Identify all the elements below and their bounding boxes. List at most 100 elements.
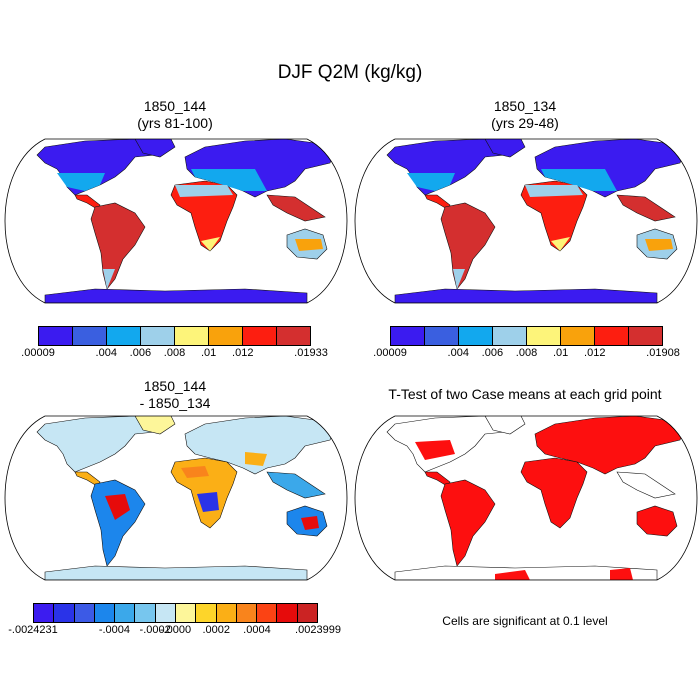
colorbar-tick-label: .008 [163,347,186,359]
moisture-region [453,269,465,289]
colorbar-swatch [141,327,175,345]
colorbar-swatch [257,604,278,622]
colorbar-swatch [527,327,561,345]
landmass-greenland [484,139,526,158]
landmass-africa [520,457,588,529]
landmass-seasia [616,471,676,499]
colorbar-swatch [155,604,176,622]
panel-a-title: 1850_144 (yrs 81-100) [137,98,213,131]
colorbar-swatch [459,327,493,345]
colorbar-swatch [175,327,209,345]
colorbar-swatch [243,327,277,345]
landmass-antarctica [44,288,308,303]
colorbar-tick-label: .01 [200,347,217,359]
landmass-seasia [616,194,676,222]
moisture-region [103,269,115,289]
colorbar-tick-label: -.0000 [159,624,192,636]
landmass-greenland [484,416,526,435]
landmass-africa [170,180,238,252]
moisture-region [541,169,617,191]
colorbar-tick-label: .012 [232,347,254,359]
colorbar-tick-label: .00009 [21,347,55,359]
colorbar-swatch [493,327,527,345]
colorbar-swatch [629,327,662,345]
colorbar-tick-label: .004 [447,347,469,359]
colorbar-swatch [425,327,459,345]
moisture-region [645,239,673,251]
landmass-samerica [440,202,496,290]
colorbar-swatch [277,604,298,622]
map-frame [354,415,698,581]
panel-c-title: 1850_144 - 1850_134 [139,378,211,411]
colorbar-swatch [175,604,197,622]
map-panel-b [354,138,698,304]
landmass-greenland [134,416,176,435]
map-panel-c [4,415,348,581]
significant-region [610,568,633,580]
colorbar-panel-c [33,603,318,623]
moisture-region [525,185,583,197]
colorbar-tick-label: .006 [129,347,152,359]
moisture-region [551,237,570,251]
colorbar-tick-label: .008 [515,347,538,359]
map-panel-a [4,138,348,304]
landmass-samerica [90,202,146,290]
landmass-greenland [134,139,176,158]
colorbar-tick-label: .01933 [294,347,328,359]
significant-region [415,440,455,460]
colorbar-tick-label: .006 [481,347,504,359]
colorbar-swatch [595,327,629,345]
difference-region [301,516,319,530]
panel-b-title: 1850_134 (yrs 29-48) [491,98,559,131]
map-panel-d [354,415,698,581]
colorbar-swatch [54,604,75,622]
landmass-australia [636,505,678,537]
colorbar-swatch [561,327,595,345]
landmass-seasia [266,471,326,499]
moisture-region [201,237,220,251]
colorbar-tick-label: .0023999 [295,624,341,636]
colorbar-a-ticks: .00009 .004 .006 .008 .01 .012 .01933 [21,347,328,361]
colorbar-panel-a [38,326,311,346]
colorbar-swatch [34,604,55,622]
significant-region [495,570,530,580]
landmass-antarctica [44,565,308,580]
colorbar-panel-b [390,326,663,346]
landmass-seasia [266,194,326,222]
moisture-region [57,173,105,191]
colorbar-swatch [135,604,156,622]
colorbar-swatch [39,327,73,345]
colorbar-tick-label: -.0024231 [8,624,58,636]
moisture-region [407,173,455,191]
moisture-region [295,239,323,251]
colorbar-swatch [107,327,141,345]
map-frame [4,415,348,581]
landmass-samerica [90,479,146,567]
colorbar-b-ticks: .00009 .004 .006 .008 .01 .012 .01908 [373,347,680,361]
landmass-antarctica [394,288,658,303]
colorbar-swatch [216,604,237,622]
difference-region [245,452,267,466]
moisture-region [191,169,267,191]
colorbar-swatch [297,604,317,622]
landmass-samerica [440,479,496,567]
panel-d-title: T-Test of two Case means at each grid po… [388,386,662,402]
colorbar-tick-label: .01 [552,347,569,359]
colorbar-tick-label: -.0002 [139,624,171,636]
colorbar-tick-label: .01908 [646,347,680,359]
colorbar-c-ticks: -.0024231 -.0004 -.0002 -.0000 .0002 .0004 .00… [8,624,341,638]
moisture-region [175,185,233,197]
colorbar-swatch [94,604,116,622]
colorbar-swatch [73,327,107,345]
significance-note: Cells are significant at 0.1 level [442,614,608,628]
colorbar-swatch [209,327,243,345]
colorbar-swatch [277,327,310,345]
colorbar-swatch [74,604,95,622]
colorbar-tick-label: -.0004 [98,624,131,636]
landmass-africa [520,180,588,252]
colorbar-swatch [196,604,217,622]
difference-region [105,494,130,520]
colorbar-tick-label: .012 [584,347,606,359]
colorbar-tick-label: .004 [95,347,117,359]
colorbar-tick-label: .0002 [202,624,230,636]
